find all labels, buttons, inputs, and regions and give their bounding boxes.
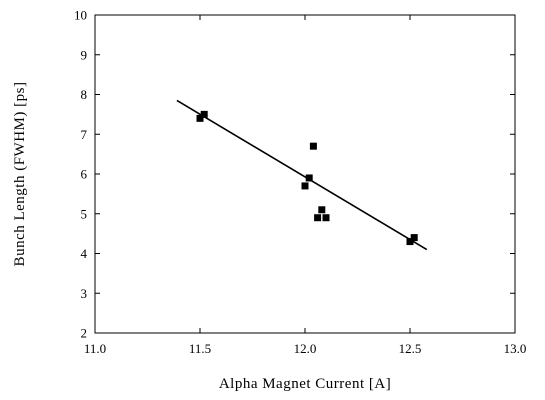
y-tick-label: 3	[81, 286, 88, 301]
y-axis-title: Bunch Length (FWHM) [ps]	[12, 82, 28, 267]
data-point-marker	[410, 234, 418, 242]
fit-line-layer	[176, 99, 428, 251]
y-tick-label: 10	[74, 8, 87, 23]
data-point-marker	[305, 174, 313, 182]
data-point-marker	[196, 114, 204, 122]
y-tick-label: 2	[81, 326, 88, 341]
x-tick-label: 12.5	[399, 341, 422, 356]
y-tick-label: 8	[81, 87, 88, 102]
x-axis-ticks: 11.0 11.5 12.0 12.5 13.0	[84, 15, 527, 356]
x-axis-title: Alpha Magnet Current [A]	[219, 376, 391, 392]
data-markers	[196, 110, 418, 246]
y-tick-label: 4	[81, 246, 88, 261]
x-tick-label: 11.5	[189, 341, 211, 356]
data-point-marker	[309, 142, 317, 150]
y-tick-label: 6	[81, 167, 88, 182]
data-point-marker	[301, 182, 309, 190]
plot-frame	[94, 14, 516, 334]
x-tick-label: 13.0	[504, 341, 527, 356]
data-point-marker	[318, 206, 326, 214]
data-point-marker	[322, 214, 330, 222]
y-tick-label: 5	[81, 206, 88, 221]
data-point-marker	[314, 214, 322, 222]
y-axis-ticks: 2 3 4 5 6 7 8 9 10	[74, 8, 515, 341]
data-point-marker	[406, 238, 414, 246]
fit-line	[176, 99, 428, 251]
x-tick-label: 11.0	[84, 341, 106, 356]
data-point-marker	[200, 110, 208, 118]
x-tick-label: 12.0	[294, 341, 317, 356]
y-tick-label: 9	[81, 47, 88, 62]
y-tick-label: 7	[81, 127, 88, 142]
